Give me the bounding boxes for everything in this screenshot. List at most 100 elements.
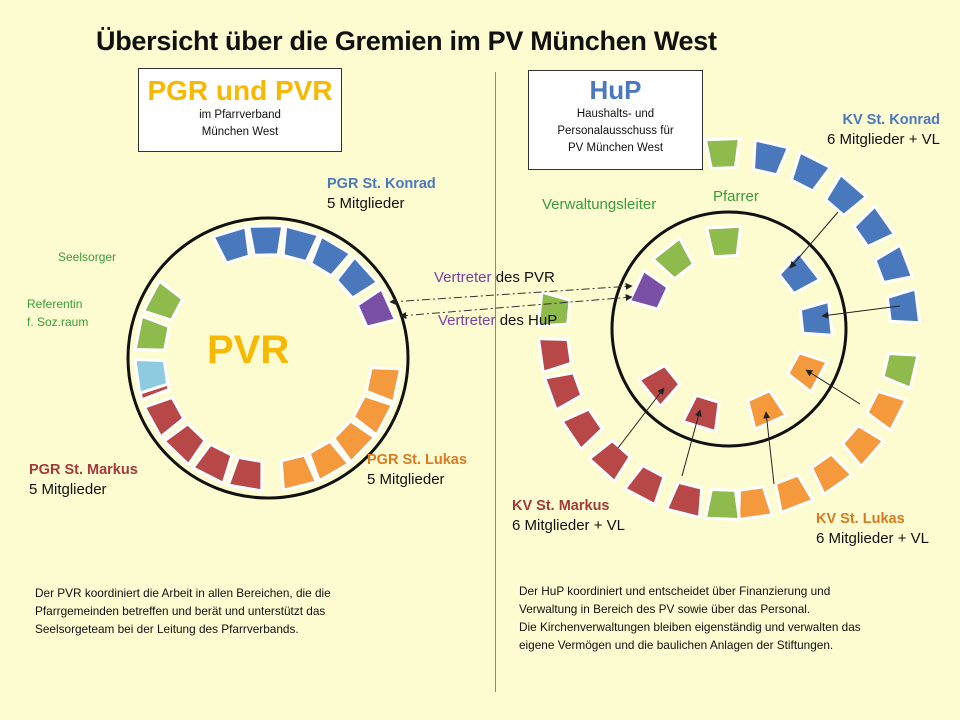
pvr-description: Der PVR koordiniert die Arbeit in allen … [35,584,331,638]
vertreter-hup-a: Vertreter [438,312,496,329]
vertreter-pvr-label: Vertreter des PVR [434,268,555,288]
kv-lukas-name: KV St. Lukas [816,511,905,527]
hup-box: HuP Haushalts- und Personalausschuss für… [528,70,703,170]
pgr-markus-tile-1 [226,455,264,493]
pvr-desc-line3: Seelsorgeteam bei der Leitung des Pfarrv… [35,622,299,636]
hup-line2: Personalausschuss für [557,125,674,137]
hup-line1: Haushalts- und [576,108,655,120]
arrow-markus [617,387,665,449]
pgr-konrad-tile-1 [211,225,251,265]
kv-markus-label: KV St. Markus 6 Mitglieder + VL [512,496,625,536]
pgr-lukas-name: PGR St. Lukas [367,452,467,468]
pgr-lukas-tile-5 [279,453,318,492]
pgr-lukas-tile-4 [307,439,351,483]
hup-konrad-tile-1 [777,251,822,296]
pvr-vertreter-tile-1 [355,287,398,329]
pgr-markus-tile-3 [162,422,207,467]
kv-lukas-tile-2 [841,424,886,468]
pgr-konrad-members: 5 Mitglieder [327,195,405,212]
hup-description: Der HuP koordiniert und entscheidet über… [519,582,861,654]
arrow-konrad-2 [821,305,901,319]
kv-markus-name: KV St. Markus [512,498,610,514]
kv-konrad-members: 6 Mitglieder + VL [827,131,940,148]
hup-line3: PV München West [567,142,664,154]
arrow-markus-2 [681,409,702,477]
hup-vertreter-tile-1 [627,268,670,311]
hup-circle [610,210,848,448]
pgr-konrad-label: PGR St. Konrad 5 Mitglieder [327,174,436,214]
pgr-lukas-members: 5 Mitglieder [367,471,445,488]
pgr-lukas-label: PGR St. Lukas 5 Mitglieder [367,450,467,490]
verwaltungsleiter-tile-1 [651,236,696,281]
pgr-lukas-tile-3 [332,419,377,464]
hup-desc-line2: Verwaltung in Bereich des PV sowie über … [519,602,811,616]
hup-markus-tile-2 [637,364,682,408]
kv-lukas-vl-tile-1 [881,352,920,390]
pgr-lukas-tile-2 [351,394,395,437]
pgr-konrad-tile-3 [281,224,321,264]
pvr-desc-line1: Der PVR koordiniert die Arbeit in allen … [35,586,331,600]
vertreter-hup-b: des HuP [495,312,558,329]
pgr-pvr-heading: PGR und PVR [147,75,333,106]
kv-konrad-tile-5 [873,243,914,285]
pgr-markus-tile-2 [191,442,234,485]
kv-lukas-vl2-tile-1 [703,487,741,521]
kv-konrad-tile-2 [789,150,832,193]
kv-lukas-label: KV St. Lukas 6 Mitglieder + VL [816,509,929,549]
kv-lukas-members: 6 Mitglieder + VL [816,530,929,547]
hup-heading: HuP [589,75,642,105]
pfarrer-tile-1 [705,224,743,259]
kv-markus-tile-1 [665,480,704,519]
seelsorger-tile-1 [141,279,185,322]
kv-markus-tile-4 [560,407,604,451]
kv-konrad-tile-3 [824,172,868,217]
pgr-markus-tile-4 [142,395,186,439]
pgr-konrad-tile-4 [309,234,353,278]
kv-markus-tile-2 [623,464,666,507]
referentin-line2: f. Soz.raum [27,315,89,329]
kv-konrad-tile-6 [885,287,922,325]
hup-lukas-tile-2 [746,389,788,431]
arrow-konrad [789,211,839,269]
hup-markus-tile-1 [681,393,721,434]
center-divider [495,72,496,692]
kv-lukas-tile-5 [737,485,774,522]
seelsorger-tile-2 [133,314,171,352]
kv-konrad-vl-tile-1 [703,137,741,171]
pgr-pvr-line1: im Pfarrverband [199,109,281,121]
pgr-lukas-tile-1 [364,366,403,404]
pvr-desc-line2: Pfarrgemeinden betreffen und berät und u… [35,604,326,618]
hup-desc-line1: Der HuP koordiniert und entscheidet über… [519,584,831,598]
hup-desc-line4: eigene Vermögen und die baulichen Anlage… [519,638,834,652]
vertreter-pvr-a: Vertreter [434,269,492,286]
pgr-pvr-line2: München West [201,126,279,138]
pgr-pvr-box: PGR und PVR im Pfarrverband München West [138,68,342,152]
pgr-markus-members: 5 Mitglieder [29,481,107,498]
connector-hup-line [399,294,633,319]
kv-konrad-tile-1 [752,138,790,177]
arrow-lukas-2 [763,411,775,485]
kv-lukas-tile-1 [865,389,908,432]
pvr-circle [126,216,410,500]
pgr-konrad-tile-2 [247,224,285,257]
pvr-center-label: PVR [207,328,290,372]
pgr-markus-label: PGR St. Markus 5 Mitglieder [29,460,138,500]
kv-lukas-tile-3 [810,452,854,496]
hup-desc-line3: Die Kirchenverwaltungen bleiben eigenstä… [519,620,861,634]
kv-konrad-tile-4 [852,204,896,248]
page-title: Übersicht über die Gremien im PV München… [96,26,717,56]
kv-lukas-tile-4 [773,473,815,514]
hup-konrad-tile-2 [798,299,834,337]
arrow-lukas [805,369,861,405]
kv-markus-tile-6 [536,337,573,374]
pfarrer-label: Pfarrer [713,188,759,205]
pgr-konrad-name: PGR St. Konrad [327,176,436,192]
vertreter-hup-label: Vertreter des HuP [438,311,557,331]
verwaltungsleiter-label: Verwaltungsleiter [542,196,657,213]
referentin-tile-1 [133,358,170,395]
referentin-line1: Referentin [27,297,83,311]
pgr-markus-name: PGR St. Markus [29,462,138,478]
kv-konrad-name: KV St. Konrad [842,112,940,128]
pgr-konrad-tile-5 [335,255,379,300]
